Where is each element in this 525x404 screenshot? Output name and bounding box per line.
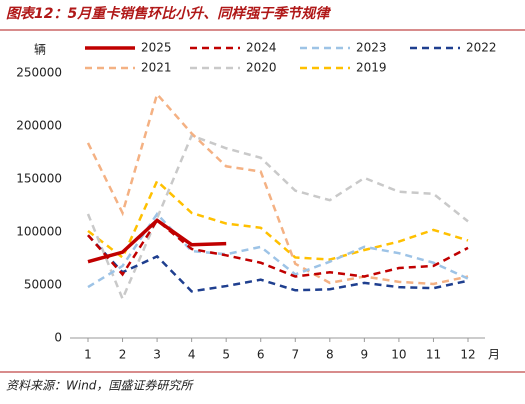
x-tick-label: 3 bbox=[153, 348, 161, 362]
legend-label: 2022 bbox=[466, 41, 497, 55]
series-line bbox=[86, 133, 469, 303]
legend-label: 2019 bbox=[356, 61, 387, 75]
y-tick-label: 150000 bbox=[16, 172, 62, 186]
x-tick-label: 7 bbox=[291, 348, 299, 362]
series-line bbox=[87, 234, 469, 293]
x-tick-label: 4 bbox=[188, 348, 196, 362]
x-tick-label: 12 bbox=[460, 348, 475, 362]
x-tick-label: 10 bbox=[391, 348, 406, 362]
legend-label: 2021 bbox=[141, 61, 172, 75]
series-line bbox=[87, 218, 227, 264]
series-line bbox=[86, 91, 469, 286]
x-tick-label: 1 bbox=[84, 348, 92, 362]
legend-label: 2025 bbox=[141, 41, 172, 55]
legend-label: 2020 bbox=[246, 61, 277, 75]
x-tick-label: 2 bbox=[119, 348, 127, 362]
y-tick-label: 100000 bbox=[16, 225, 62, 239]
source: 资料来源：Wind，国盛证券研究所 bbox=[6, 379, 194, 393]
legend-label: 2023 bbox=[356, 41, 387, 55]
y-unit: 辆 bbox=[34, 43, 46, 57]
y-tick-label: 250000 bbox=[16, 66, 62, 80]
legend-label: 2024 bbox=[246, 41, 277, 55]
series-line bbox=[87, 211, 469, 289]
series-line bbox=[87, 179, 469, 261]
x-unit: 月 bbox=[488, 348, 500, 362]
x-tick-label: 5 bbox=[222, 348, 230, 362]
x-tick-label: 6 bbox=[257, 348, 265, 362]
y-tick-label: 50000 bbox=[24, 278, 62, 292]
x-tick-label: 11 bbox=[426, 348, 441, 362]
x-tick-label: 8 bbox=[326, 348, 334, 362]
x-tick-label: 9 bbox=[361, 348, 369, 362]
chart-title: 图表12：5月重卡销售环比小升、同样强于季节规律 bbox=[6, 5, 331, 22]
y-tick-label: 0 bbox=[54, 331, 62, 345]
y-tick-label: 200000 bbox=[16, 119, 62, 133]
